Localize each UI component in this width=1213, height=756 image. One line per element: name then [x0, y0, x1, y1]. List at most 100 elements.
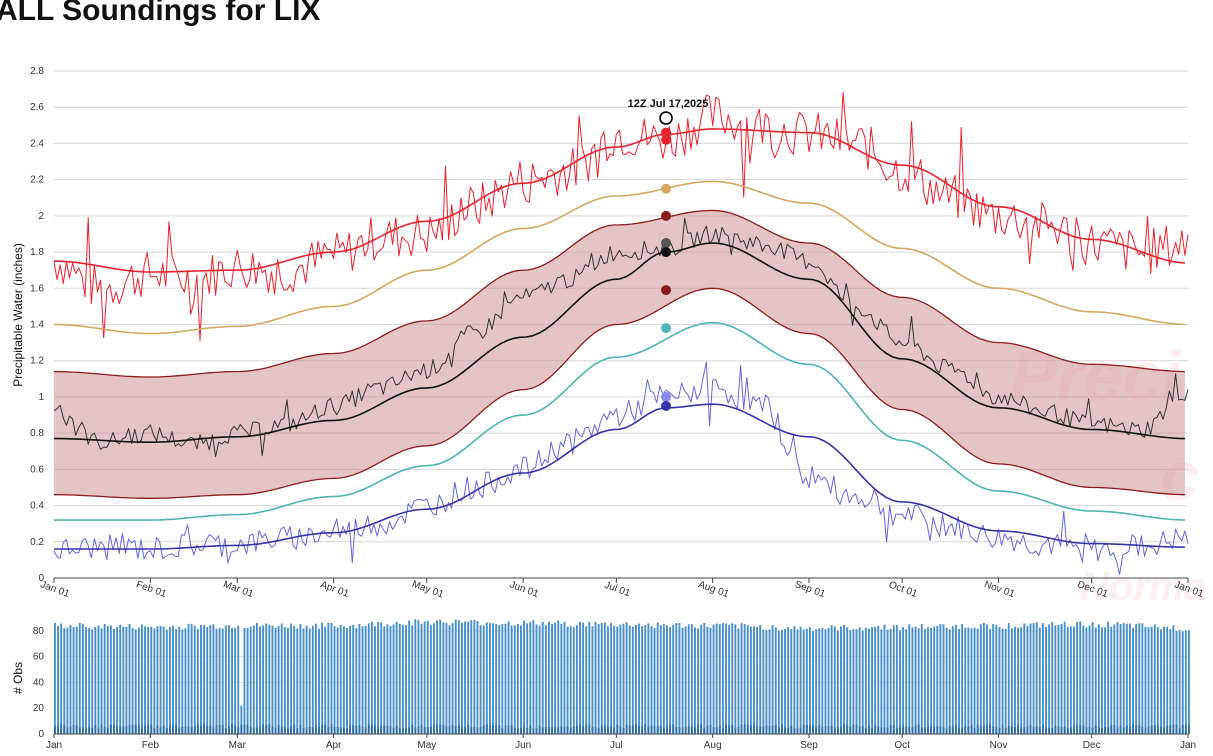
obs-bar: [318, 628, 320, 734]
obs-bar: [690, 624, 693, 734]
obs-bar-base: [855, 724, 858, 734]
obs-bar: [895, 625, 898, 734]
obs-bar-base: [172, 725, 174, 734]
obs-bar-base: [840, 727, 842, 734]
obs-bar: [1175, 630, 1178, 734]
obs-x-tick-label: Sep: [800, 740, 818, 751]
obs-bar-base: [237, 727, 240, 734]
obs-bar: [308, 628, 311, 734]
obs-bar: [954, 624, 957, 734]
obs-bar: [588, 621, 591, 734]
obs-bar: [97, 625, 100, 734]
x-tick-label: Jun 01: [508, 579, 540, 600]
obs-bar-base: [122, 726, 125, 734]
obs-bar-base: [895, 728, 898, 734]
obs-bar-base: [815, 726, 818, 734]
obs-bar: [190, 623, 193, 734]
obs-bar-base: [314, 725, 317, 734]
obs-bar-base: [457, 725, 460, 734]
obs-bar: [231, 628, 233, 734]
obs-bar: [277, 625, 280, 734]
obs-x-tick-label: Feb: [142, 740, 160, 751]
obs-bar-base: [426, 726, 429, 734]
obs-bar: [1023, 623, 1026, 734]
obs-bar: [774, 627, 777, 734]
series-line-max-observed: [53, 91, 1189, 341]
obs-bar: [653, 627, 656, 734]
obs-bar-base: [448, 726, 451, 734]
obs-bar-base: [386, 726, 389, 734]
obs-bar-base: [370, 725, 373, 734]
obs-bar: [833, 626, 836, 734]
obs-bar-base: [603, 725, 606, 734]
obs-x-tick-label: Jun: [515, 740, 531, 751]
obs-bar-base: [364, 727, 367, 734]
obs-bar-base: [672, 724, 675, 734]
page-title: ALL Soundings for LIX: [0, 0, 321, 27]
obs-bar-base: [420, 724, 423, 734]
obs-bar: [790, 629, 793, 734]
obs-bar: [538, 625, 541, 734]
obs-bar-base: [361, 726, 364, 734]
obs-bar-base: [1010, 726, 1013, 734]
obs-bar: [91, 629, 94, 734]
obs-bar-base: [1094, 725, 1097, 734]
obs-bar: [824, 629, 827, 734]
obs-bar: [159, 626, 162, 734]
obs-bar: [749, 626, 752, 734]
obs-bar: [1088, 625, 1091, 734]
obs-bar: [1147, 627, 1150, 734]
obs-bar: [374, 626, 376, 734]
x-tick-label: Sep 01: [793, 579, 827, 600]
obs-bar: [1101, 627, 1103, 734]
obs-bar: [1150, 626, 1153, 734]
obs-bar-base: [221, 725, 224, 734]
x-tick-label: Nov 01: [983, 579, 1017, 600]
marker-dot: [661, 391, 672, 402]
obs-bar-base: [973, 727, 976, 734]
obs-bar: [933, 626, 936, 734]
obs-x-tick-label: Nov: [990, 740, 1008, 751]
obs-bar-base: [147, 725, 150, 734]
obs-bar: [501, 624, 504, 734]
obs-bar: [342, 626, 345, 734]
obs-bar-base: [429, 726, 432, 734]
obs-bar-base: [54, 726, 56, 734]
obs-bar-base: [638, 726, 640, 734]
obs-bar: [168, 626, 171, 734]
obs-bar: [1085, 627, 1088, 734]
obs-bar-base: [852, 724, 855, 734]
obs-bar-base: [367, 724, 370, 734]
obs-bar-base: [867, 725, 870, 734]
obs-bar: [364, 626, 367, 734]
marker-dot: [661, 247, 672, 258]
obs-bar: [585, 626, 588, 734]
obs-bar: [1038, 627, 1041, 734]
obs-bar: [442, 622, 445, 734]
obs-bar: [193, 625, 196, 734]
obs-bar-base: [992, 726, 995, 734]
obs-bar: [212, 624, 215, 734]
obs-bar-base: [572, 726, 575, 734]
obs-bar: [1017, 627, 1020, 734]
obs-bar-base: [669, 725, 672, 734]
obs-bar: [153, 628, 156, 734]
series-line-min-smoothed: [54, 403, 1185, 550]
obs-bar-base: [178, 727, 181, 734]
obs-bar: [370, 621, 373, 734]
obs-bar-base: [703, 727, 706, 734]
obs-bar: [467, 621, 470, 734]
obs-bar: [930, 627, 933, 734]
obs-bar-base: [246, 724, 249, 734]
obs-bar-base: [777, 726, 780, 734]
obs-bar: [631, 626, 634, 734]
obs-bar: [200, 625, 202, 734]
svg-text:Norma: Norma: [1080, 565, 1207, 600]
obs-bar-base: [911, 726, 914, 734]
obs-bar-base: [100, 724, 103, 734]
obs-bar: [358, 623, 361, 734]
obs-bar: [1104, 627, 1107, 734]
obs-bar: [995, 625, 998, 734]
obs-bar: [314, 623, 317, 734]
obs-bar: [1010, 628, 1013, 734]
